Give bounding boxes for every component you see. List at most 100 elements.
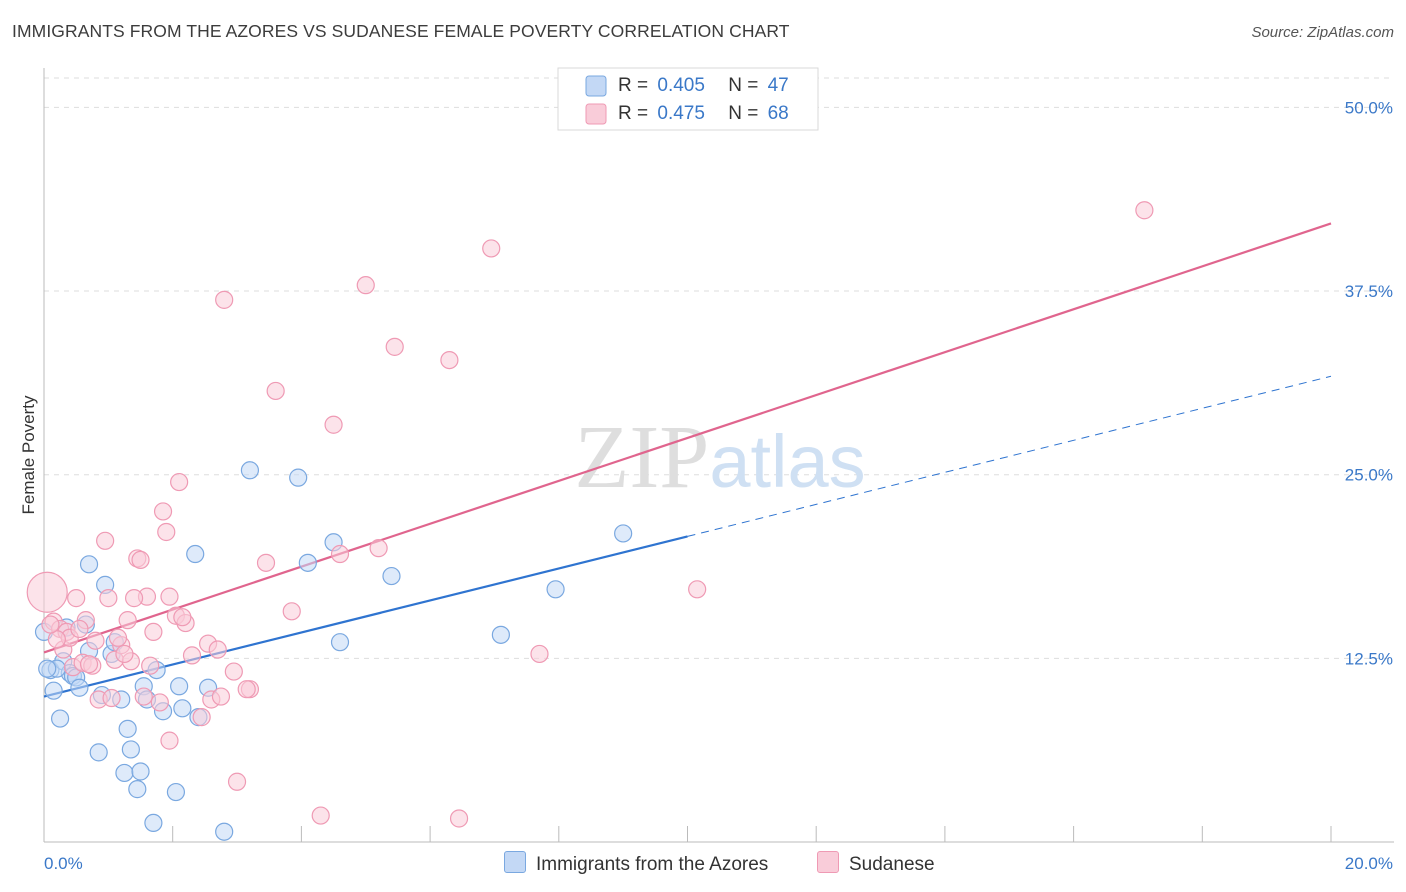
sudanese-point bbox=[215, 290, 234, 309]
legend-r-value: 0.405 bbox=[657, 75, 705, 96]
azores-point bbox=[38, 659, 57, 678]
azores-point bbox=[79, 555, 99, 574]
azores-point bbox=[215, 822, 234, 841]
sudanese-point bbox=[141, 656, 160, 675]
y-tick-label: 37.5% bbox=[1345, 282, 1393, 301]
azores-point bbox=[546, 580, 565, 599]
sudanese-point bbox=[1135, 201, 1154, 220]
x-tick-label: 20.0% bbox=[1345, 854, 1393, 873]
azores-point bbox=[289, 468, 308, 487]
sudanese-point bbox=[237, 680, 256, 699]
azores-point bbox=[89, 743, 108, 762]
azores-point bbox=[491, 625, 510, 644]
sudanese-point bbox=[330, 544, 350, 564]
azores-point bbox=[614, 524, 633, 543]
azores-point bbox=[173, 699, 192, 718]
sudanese-point bbox=[160, 587, 179, 606]
sudanese-point bbox=[108, 628, 128, 647]
data-points bbox=[26, 201, 1154, 841]
legend-swatch-icon bbox=[817, 851, 839, 873]
sudanese-point bbox=[86, 631, 105, 650]
stats-legend bbox=[557, 67, 819, 131]
axes bbox=[43, 68, 1394, 843]
watermark: ZIPatlas bbox=[574, 408, 865, 507]
sudanese-point bbox=[26, 571, 68, 613]
legend-item-label: Immigrants from the Azores bbox=[536, 854, 769, 875]
azores-point bbox=[44, 681, 63, 700]
azores-point bbox=[70, 678, 89, 697]
sudanese-point bbox=[266, 381, 285, 401]
legend-n-label: N = bbox=[728, 103, 759, 124]
sudanese-point bbox=[324, 415, 343, 434]
legend-row-sudanese: R = 0.475 N = 68 bbox=[618, 103, 789, 125]
legend-swatch-azores bbox=[585, 75, 607, 97]
y-tick-label: 25.0% bbox=[1345, 466, 1393, 485]
y-axis-label: Female Poverty bbox=[19, 395, 38, 515]
sudanese-point bbox=[227, 772, 247, 791]
chart-title: IMMIGRANTS FROM THE AZORES VS SUDANESE F… bbox=[12, 21, 790, 41]
sudanese-point bbox=[211, 687, 231, 706]
azores-trend-extension bbox=[687, 375, 1332, 537]
sudanese-point bbox=[96, 531, 115, 550]
azores-point bbox=[170, 677, 189, 696]
sudanese-point bbox=[182, 646, 202, 665]
legend-r-label: R = bbox=[618, 103, 649, 124]
sudanese-point bbox=[170, 472, 189, 492]
legend-swatch-sudanese bbox=[585, 103, 607, 125]
source-credit: Source: ZipAtlas.com bbox=[1251, 24, 1394, 41]
sudanese-point bbox=[79, 655, 99, 674]
sudanese-point bbox=[482, 239, 501, 258]
legend-item-sudanese: Sudanese bbox=[817, 851, 935, 876]
sudanese-point bbox=[208, 640, 227, 659]
sudanese-point bbox=[153, 502, 173, 521]
sudanese-point bbox=[118, 611, 137, 630]
azores-point bbox=[382, 566, 401, 586]
sudanese-point bbox=[224, 662, 243, 681]
sudanese-point bbox=[115, 644, 134, 664]
sudanese-point bbox=[99, 589, 118, 608]
sudanese-point bbox=[160, 731, 179, 750]
azores-point bbox=[144, 813, 163, 833]
azores-point bbox=[186, 544, 205, 564]
legend-item-label: Sudanese bbox=[849, 854, 935, 875]
azores-point bbox=[121, 740, 140, 759]
sudanese-point bbox=[688, 580, 707, 599]
sudanese-point bbox=[440, 350, 459, 370]
sudanese-point bbox=[192, 708, 211, 727]
azores-point bbox=[128, 780, 147, 799]
y-tick-labels: 12.5% 25.0% 37.5% 50.0% bbox=[1345, 98, 1393, 668]
azores-point bbox=[115, 763, 134, 783]
legend-swatch-icon bbox=[504, 851, 526, 873]
azores-point bbox=[298, 553, 317, 572]
legend-n-value: 68 bbox=[767, 103, 789, 124]
sudanese-point bbox=[150, 693, 169, 712]
azores-point bbox=[166, 782, 186, 802]
x-tick-labels: 0.0% 20.0% bbox=[44, 854, 1393, 873]
sudanese-point bbox=[134, 687, 153, 706]
y-tick-label: 50.0% bbox=[1345, 98, 1393, 117]
sudanese-point bbox=[144, 622, 163, 642]
sudanese-point bbox=[67, 589, 86, 608]
sudanese-point bbox=[385, 337, 404, 356]
sudanese-point bbox=[449, 809, 469, 828]
sudanese-point bbox=[311, 806, 330, 825]
legend-r-label: R = bbox=[618, 75, 649, 96]
azores-point bbox=[131, 762, 150, 781]
x-tick-label: 0.0% bbox=[44, 854, 83, 873]
gridlines bbox=[44, 77, 1394, 659]
legend-row-azores: R = 0.405 N = 47 bbox=[618, 75, 789, 97]
legend-item-azores: Immigrants from the Azores bbox=[504, 851, 768, 876]
legend-r-value: 0.475 bbox=[657, 103, 705, 124]
sudanese-point bbox=[282, 602, 301, 621]
sudanese-point bbox=[530, 644, 549, 664]
sudanese-point bbox=[157, 522, 176, 542]
sudanese-point bbox=[356, 276, 375, 295]
azores-point bbox=[118, 719, 137, 738]
azores-point bbox=[330, 633, 350, 652]
sudanese-point bbox=[41, 615, 60, 634]
y-tick-label: 12.5% bbox=[1345, 649, 1393, 668]
sudanese-point bbox=[369, 539, 388, 558]
sudanese-point bbox=[102, 688, 121, 708]
sudanese-point bbox=[131, 550, 150, 570]
